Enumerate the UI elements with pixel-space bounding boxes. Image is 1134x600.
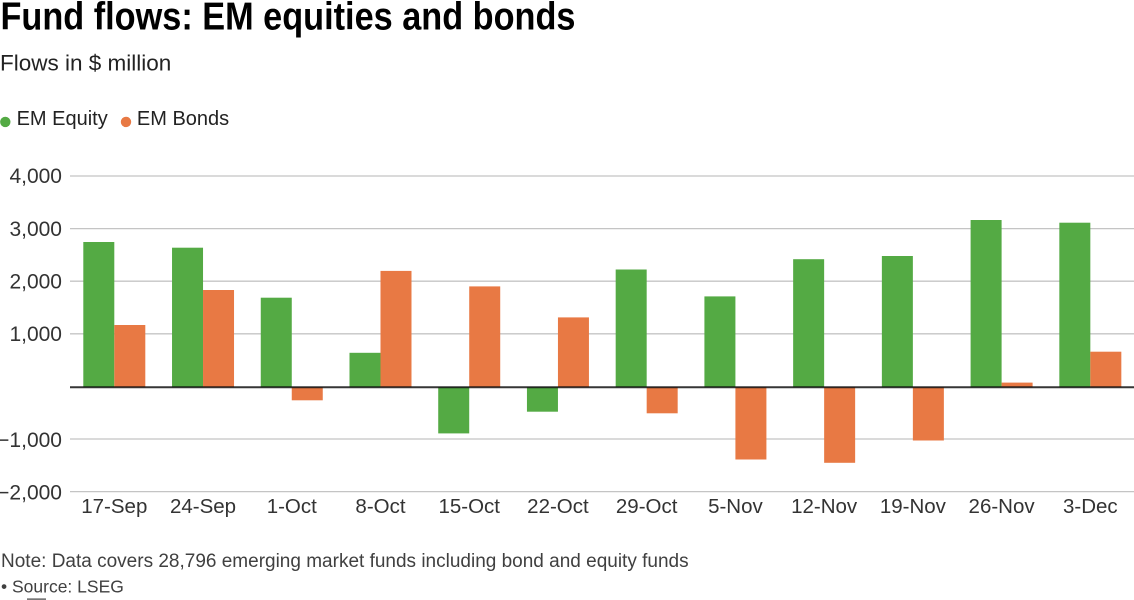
svg-text:24-Sep: 24-Sep xyxy=(170,495,236,518)
svg-text:−1,000: −1,000 xyxy=(0,429,62,452)
svg-text:−2,000: −2,000 xyxy=(0,481,62,504)
svg-text:22-Oct: 22-Oct xyxy=(527,495,589,518)
svg-text:1,000: 1,000 xyxy=(9,323,62,346)
svg-text:EM Bonds: EM Bonds xyxy=(137,108,229,130)
svg-text:• Source: LSEG: • Source: LSEG xyxy=(1,577,124,597)
svg-text:Flows in $ million: Flows in $ million xyxy=(0,51,171,76)
svg-text:5-Nov: 5-Nov xyxy=(708,495,763,518)
svg-text:EM Equity: EM Equity xyxy=(17,108,108,130)
svg-text:29-Oct: 29-Oct xyxy=(616,495,678,518)
svg-text:26-Nov: 26-Nov xyxy=(969,495,1036,518)
svg-text:3-Dec: 3-Dec xyxy=(1063,495,1118,518)
svg-text:1-Oct: 1-Oct xyxy=(267,495,317,518)
svg-text:8-Oct: 8-Oct xyxy=(355,495,405,518)
svg-text:Note: Data covers 28,796 emerg: Note: Data covers 28,796 emerging market… xyxy=(1,551,689,572)
svg-text:3,000: 3,000 xyxy=(9,218,62,241)
svg-text:17-Sep: 17-Sep xyxy=(81,495,147,518)
svg-text:2,000: 2,000 xyxy=(9,270,62,293)
svg-text:19-Nov: 19-Nov xyxy=(880,495,947,518)
svg-text:Fund flows: EM equities and bo: Fund flows: EM equities and bonds xyxy=(1,0,576,38)
svg-text:4,000: 4,000 xyxy=(9,165,62,188)
svg-text:12-Nov: 12-Nov xyxy=(791,495,858,518)
svg-text:15-Oct: 15-Oct xyxy=(438,495,500,518)
